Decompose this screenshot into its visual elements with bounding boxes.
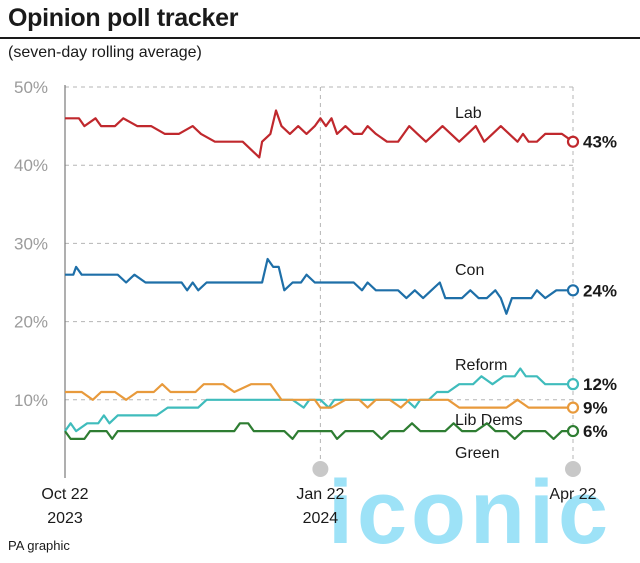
end-value-label: 43% <box>583 133 617 152</box>
x-tick-marker <box>312 461 329 477</box>
y-tick-label: 10% <box>14 391 48 410</box>
end-value-label: 9% <box>583 399 608 418</box>
x-tick-label: Jan 22 <box>296 486 344 503</box>
series-name-label: Lab <box>455 105 482 122</box>
chart-subtitle: (seven-day rolling average) <box>8 44 202 61</box>
end-point-marker <box>566 378 580 391</box>
series-name-label: Reform <box>455 357 507 374</box>
x-tick-marker <box>565 461 581 477</box>
y-tick-label: 40% <box>14 156 48 175</box>
end-point-marker <box>566 135 580 148</box>
x-tick-label: Apr 22 <box>549 486 596 503</box>
series-name-label: Lib Dems <box>455 412 523 429</box>
series-name-label: Green <box>455 445 499 462</box>
x-tick-label: Oct 22 <box>41 486 88 503</box>
series-line-green <box>64 422 573 440</box>
end-point-marker <box>566 424 580 438</box>
x-tick-year-label: 2023 <box>47 510 83 527</box>
end-value-label: 6% <box>583 422 608 441</box>
series-line-lab <box>65 109 574 159</box>
x-tick-year-label: 2024 <box>303 510 339 527</box>
end-value-label: 24% <box>583 281 617 300</box>
end-point-marker <box>566 284 580 297</box>
end-value-label: 12% <box>583 375 617 394</box>
series-line-con <box>65 257 573 315</box>
credit: PA graphic <box>8 538 70 553</box>
series-line-reform <box>64 367 573 433</box>
series-name-label: Con <box>455 262 484 279</box>
y-tick-label: 20% <box>14 313 48 332</box>
end-point-marker <box>566 401 580 414</box>
series-line-lib-dems <box>65 383 573 409</box>
watermark: iconic <box>328 463 613 563</box>
y-tick-label: 50% <box>14 78 48 97</box>
y-tick-label: 30% <box>14 234 48 253</box>
header-rule <box>0 37 640 39</box>
chart-title: Opinion poll tracker <box>8 4 239 32</box>
